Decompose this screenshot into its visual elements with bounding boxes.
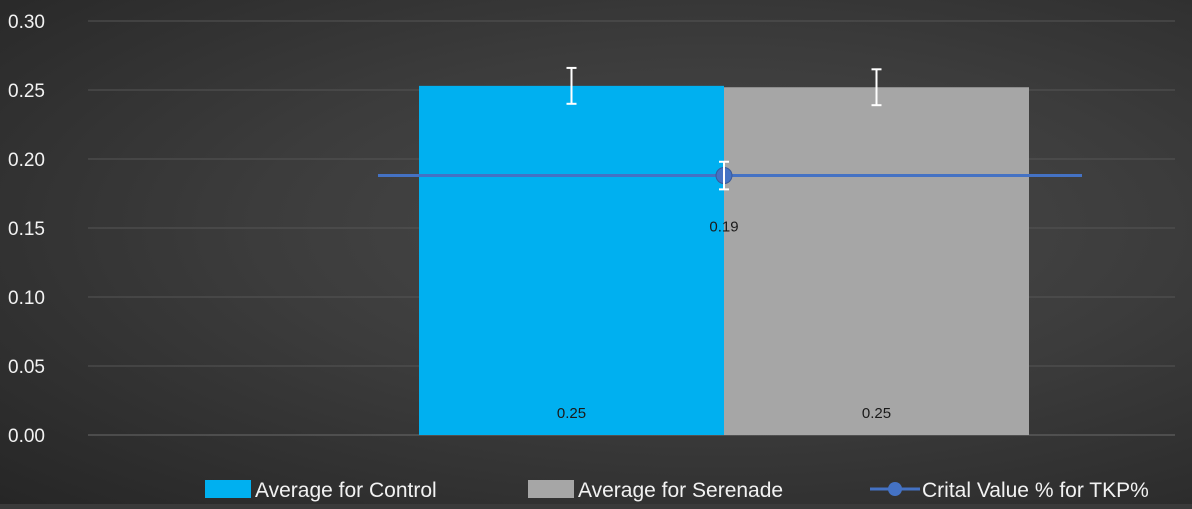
critical-value-line [378,167,1082,185]
legend-swatch-marker [888,482,902,496]
y-tick-label: 0.05 [8,357,45,378]
legend-label: Average for Serenade [578,479,783,502]
error-bars [566,66,882,191]
data-labels: 0.25 0.25 0.19 [557,219,891,422]
legend-label: Crital Value % for TKP% [922,479,1149,502]
legend: Average for Control Average for Serenade C… [205,479,1149,502]
legend-swatch [205,480,251,498]
legend-label: Average for Control [255,479,437,502]
y-tick-label: 0.10 [8,288,45,309]
y-tick-label: 0.30 [8,12,45,33]
y-tick-label: 0.25 [8,81,45,102]
bar [724,87,1029,436]
y-tick-label: 0.20 [8,150,45,171]
data-label: 0.25 [557,405,586,422]
data-label: 0.25 [862,405,891,422]
data-label: 0.19 [709,219,738,236]
y-tick-label: 0.00 [8,426,45,447]
y-axis-tick-labels: 0.00 0.05 0.10 0.15 0.20 0.25 0.30 [8,12,45,447]
bars [419,85,1029,436]
legend-swatch [528,480,574,498]
bar [419,85,724,436]
y-tick-label: 0.15 [8,219,45,240]
